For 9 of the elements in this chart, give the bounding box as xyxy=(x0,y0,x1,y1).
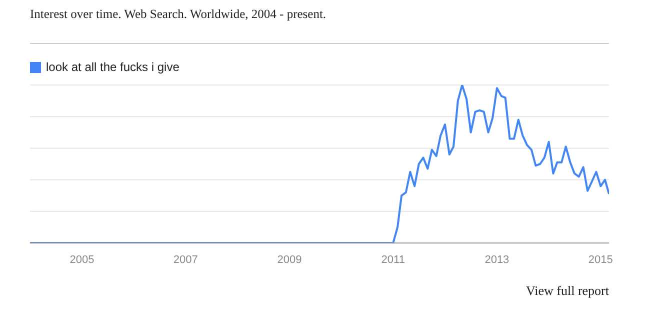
legend-label: look at all the fucks i give xyxy=(45,60,180,74)
chart-title: Interest over time. Web Search. Worldwide, 2004 - present. xyxy=(30,7,326,22)
text: View full report xyxy=(526,283,609,299)
x-tick-label: 2005 xyxy=(70,254,94,266)
x-tick-label: 2007 xyxy=(173,254,198,266)
x-tick-label: 2015 xyxy=(588,254,613,266)
x-tick-label: 2013 xyxy=(484,254,510,266)
x-tick-label: 2011 xyxy=(381,254,405,266)
x-tick-label: 2009 xyxy=(277,254,302,266)
